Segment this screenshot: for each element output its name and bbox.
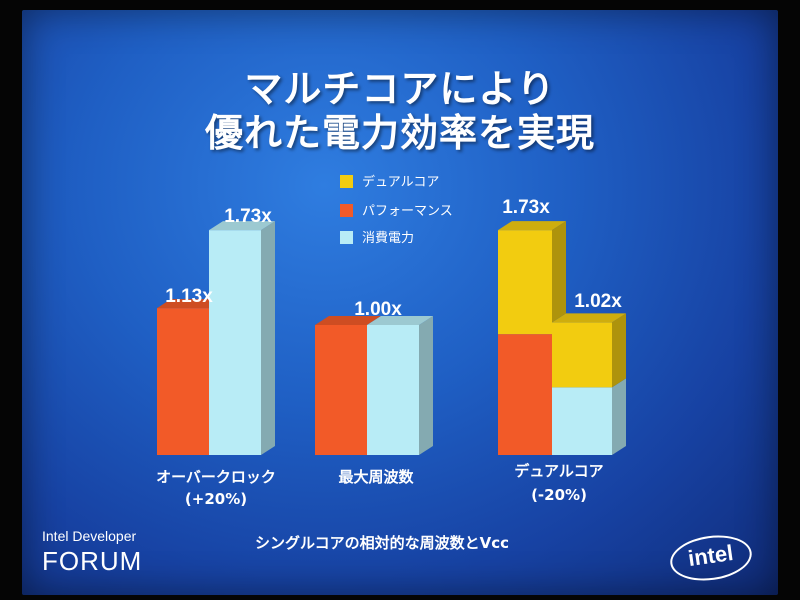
bar-maxfreq-power bbox=[367, 325, 419, 455]
category-note-overclock: (+20%) bbox=[185, 490, 247, 508]
brand-line-1: Intel Developer bbox=[42, 528, 137, 544]
legend-label-performance: パフォーマンス bbox=[362, 204, 453, 219]
legend-label-dual-core: デュアルコア bbox=[362, 174, 439, 190]
bar-overclock-performance-top bbox=[157, 299, 223, 309]
category-note-dualcore: (-20%) bbox=[531, 486, 587, 504]
legend-swatch-dual-core bbox=[340, 175, 353, 188]
category-label-dualcore: デュアルコア bbox=[514, 462, 603, 480]
bar-dualcore-performance-single bbox=[498, 334, 552, 455]
value-label-dualcore-power: 1.02x bbox=[574, 291, 622, 312]
bar-overclock-performance bbox=[157, 308, 209, 455]
brand-line-2: FORUM bbox=[42, 546, 143, 576]
chart: デュアルコア パフォーマンス 消費電力 1.13x 1.73x 1.00x 1.… bbox=[156, 174, 626, 508]
legend-label-power: 消費電力 bbox=[362, 231, 414, 246]
bar-overclock-power bbox=[209, 230, 261, 455]
bar-dualcore-power-added-side bbox=[612, 313, 626, 388]
bar-dualcore-power-single-side bbox=[612, 378, 626, 455]
chart-footnote: シングルコアの相対的な周波数とVcc bbox=[254, 534, 510, 552]
bar-dualcore-performance-side bbox=[552, 221, 566, 323]
bar-dualcore-power-added bbox=[552, 322, 612, 388]
bar-dualcore-power-added-top bbox=[552, 313, 626, 323]
legend: デュアルコア パフォーマンス 消費電力 bbox=[340, 174, 453, 246]
bar-maxfreq-performance-top bbox=[315, 316, 381, 325]
category-label-maxfreq: 最大周波数 bbox=[338, 468, 414, 486]
bar-maxfreq-performance bbox=[315, 325, 367, 455]
bar-maxfreq-power-top bbox=[367, 316, 433, 325]
legend-swatch-performance bbox=[340, 204, 353, 217]
bar-maxfreq-power-side bbox=[419, 316, 433, 455]
bar-overclock-power-side bbox=[261, 221, 275, 455]
bar-dualcore-performance-added bbox=[498, 230, 552, 335]
value-label-dualcore-performance: 1.73x bbox=[502, 197, 550, 218]
bar-dualcore-performance-added-top bbox=[498, 221, 566, 231]
bars bbox=[157, 221, 626, 455]
legend-swatch-power bbox=[340, 231, 353, 244]
slide-title-line-2: 優れた電力効率を実現 bbox=[204, 111, 595, 155]
slide-title-line-1: マルチコアにより bbox=[244, 67, 556, 111]
value-label-overclock-performance: 1.13x bbox=[165, 286, 213, 307]
value-label-overclock-power: 1.73x bbox=[224, 206, 272, 227]
bar-overclock-power-top bbox=[209, 221, 275, 231]
bar-dualcore-power-single bbox=[552, 387, 612, 455]
presentation-slide: マルチコアにより 優れた電力効率を実現 デュアルコア パフォーマンス 消費電力 … bbox=[22, 10, 778, 595]
value-label-maxfreq: 1.00x bbox=[354, 299, 402, 320]
category-label-overclock: オーバークロック bbox=[156, 468, 276, 486]
